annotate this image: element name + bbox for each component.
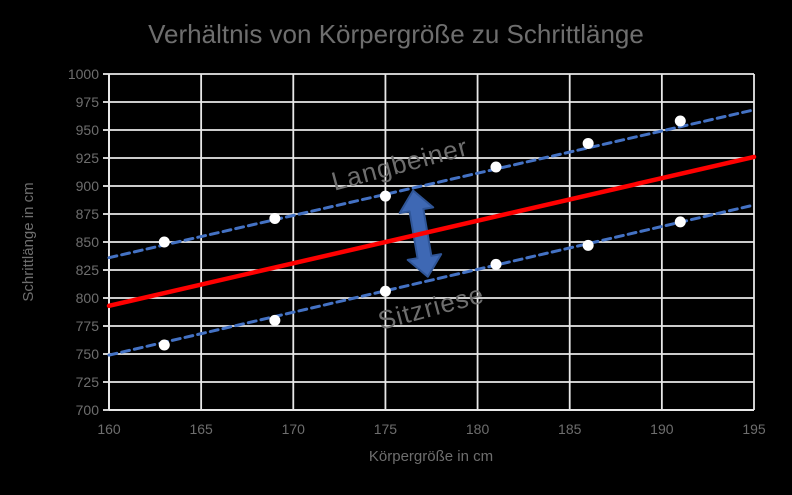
data-point	[379, 190, 391, 202]
x-tick-label: 190	[650, 421, 674, 437]
x-tick-label: 185	[558, 421, 582, 437]
y-axis-title: Schrittlänge in cm	[20, 182, 37, 301]
y-tick-label: 700	[76, 402, 100, 418]
y-tick-label: 975	[76, 94, 100, 110]
data-point	[490, 258, 502, 270]
x-tick-label: 195	[742, 421, 766, 437]
x-tick-label: 165	[189, 421, 213, 437]
data-point	[158, 339, 170, 351]
y-tick-label: 875	[76, 206, 100, 222]
data-point	[490, 161, 502, 173]
data-point	[582, 239, 594, 251]
data-point	[158, 236, 170, 248]
x-tick-label: 175	[374, 421, 398, 437]
data-point	[582, 137, 594, 149]
y-tick-label: 750	[76, 346, 100, 362]
chart-title: Verhältnis von Körpergröße zu Schrittlän…	[148, 19, 644, 49]
langbeiner-trendline	[107, 108, 756, 260]
sitzriese-trendline	[107, 203, 756, 357]
y-tick-label: 725	[76, 374, 100, 390]
y-tick-label: 825	[76, 262, 100, 278]
x-tick-label: 180	[466, 421, 490, 437]
series-layer	[106, 108, 757, 357]
annotation-sitzriese: Sitzriese	[375, 279, 488, 336]
y-tick-label: 850	[76, 234, 100, 250]
y-tick-label: 800	[76, 290, 100, 306]
y-tick-label: 950	[76, 122, 100, 138]
y-tick-label: 925	[76, 150, 100, 166]
data-point	[269, 314, 281, 326]
data-point	[674, 216, 686, 228]
mean-trendline	[106, 154, 757, 309]
grid-layer	[103, 73, 755, 411]
x-axis-title: Körpergröße in cm	[369, 448, 493, 465]
label-layer: 160 165 170 175 180 185 190 195 700 725 750 775 800 8…	[68, 66, 766, 437]
x-tick-label: 160	[97, 421, 121, 437]
data-point	[379, 285, 391, 297]
y-tick-label: 900	[76, 178, 100, 194]
y-tick-label: 1000	[68, 66, 99, 82]
x-tick-label: 170	[282, 421, 306, 437]
data-point	[269, 212, 281, 224]
data-point	[674, 115, 686, 127]
y-tick-label: 775	[76, 318, 100, 334]
